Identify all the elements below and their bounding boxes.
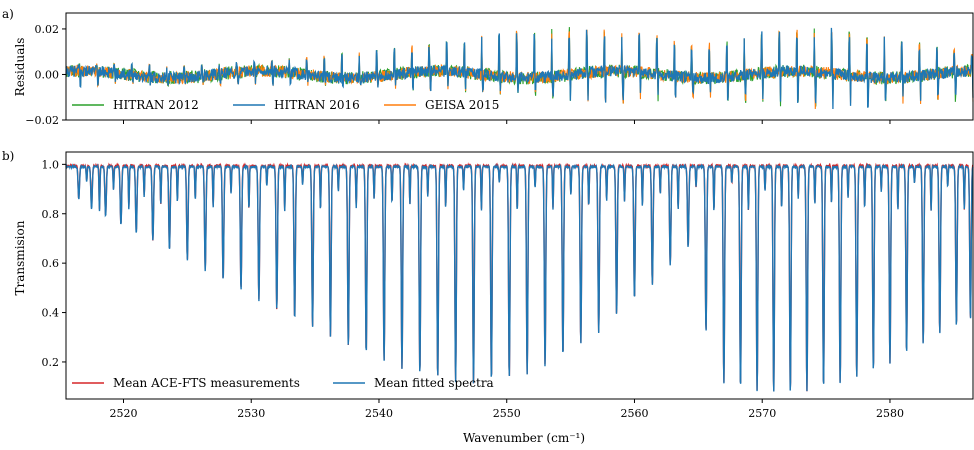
residuals-y-tick-label: 0.00 xyxy=(35,68,60,81)
transmission-y-tick-label: 0.8 xyxy=(42,208,60,221)
legend-label-b-0: Mean ACE-FTS measurements xyxy=(113,376,300,390)
transmission-y-tick-label: 0.4 xyxy=(42,307,60,320)
residuals-y-tick-label: −0.02 xyxy=(25,114,59,127)
transmission-x-tick-label: 2560 xyxy=(620,407,648,420)
panel-a-label: a) xyxy=(2,7,14,21)
residuals-y-tick-label: 0.02 xyxy=(35,23,60,36)
transmission-x-tick-label: 2580 xyxy=(876,407,904,420)
transmission-plot-frame xyxy=(65,151,974,400)
legend-label-b-1: Mean fitted spectra xyxy=(374,376,494,390)
residuals-series-group xyxy=(65,27,974,110)
residuals-x-ticks xyxy=(122,120,891,124)
x-axis-label: Wavenumber (cm⁻¹) xyxy=(463,431,585,445)
residual-series-1 xyxy=(65,27,974,109)
legend-label-1: HITRAN 2016 xyxy=(274,98,360,112)
transmission-series-group xyxy=(65,162,974,392)
transmission-y-tick-label: 0.6 xyxy=(42,257,60,270)
transmission-y-tick-label: 1.0 xyxy=(42,158,60,171)
legend-label-2: GEISA 2015 xyxy=(425,98,499,112)
transmission-panel: 0.2 0.4 0.6 0.8 1.0 2520 2530 2540 2550 2560 2570… xyxy=(42,151,974,420)
panel-b-ylabel: Transmision xyxy=(13,220,27,295)
panel-a-ylabel: Residuals xyxy=(13,38,27,97)
transmission-legend: Mean ACE-FTS measurements Mean fitted spe… xyxy=(72,376,494,390)
transmission-series-0 xyxy=(65,162,974,392)
transmission-x-tick-label: 2530 xyxy=(237,407,265,420)
panel-b-label: b) xyxy=(2,149,14,163)
residuals-legend: HITRAN 2012 HITRAN 2016 GEISA 2015 xyxy=(72,98,499,112)
transmission-y-tick-label: 0.2 xyxy=(42,356,60,369)
transmission-x-ticks: 2520 2530 2540 2550 2560 2570 2580 xyxy=(109,399,904,420)
residuals-panel: 0.02 0.00 −0.02 HITRAN 2012 HITRAN 2016 GEIS… xyxy=(25,12,974,127)
legend-label-0: HITRAN 2012 xyxy=(113,98,199,112)
transmission-y-ticks: 0.2 0.4 0.6 0.8 1.0 xyxy=(42,158,66,369)
residuals-y-ticks: 0.02 0.00 −0.02 xyxy=(25,23,66,127)
transmission-x-tick-label: 2550 xyxy=(493,407,521,420)
transmission-x-tick-label: 2520 xyxy=(109,407,137,420)
residuals-plot-frame xyxy=(65,12,974,121)
transmission-x-tick-label: 2540 xyxy=(365,407,393,420)
transmission-x-tick-label: 2570 xyxy=(748,407,776,420)
transmission-series-1 xyxy=(65,163,974,392)
